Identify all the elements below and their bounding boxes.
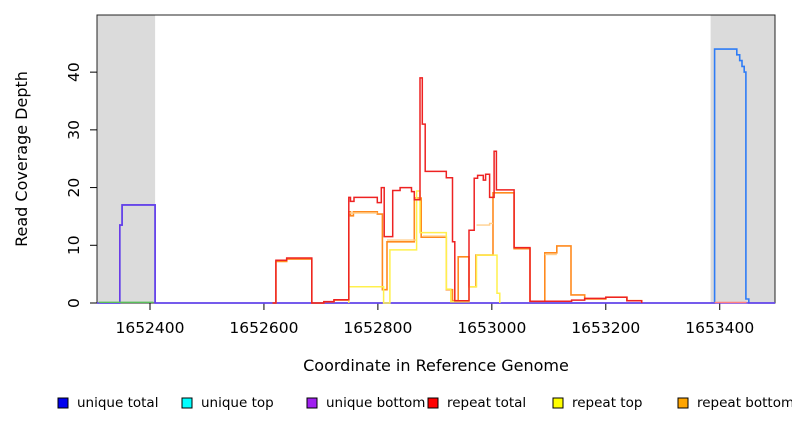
series-unique-bottom	[97, 204, 775, 304]
legend-swatch-unique-bottom	[306, 397, 318, 409]
legend-swatch-unique-total	[57, 397, 69, 409]
legend-swatch-repeat-bottom	[677, 397, 689, 409]
series-repeat-total	[272, 77, 643, 304]
y-tick-label: 30	[65, 120, 83, 140]
legend-label-repeat-top: repeat top	[572, 395, 642, 411]
x-tick-label: 1653000	[457, 319, 526, 337]
y-tick-label: 20	[65, 178, 83, 198]
right-gray-band	[710, 15, 775, 303]
x-axis-title: Coordinate in Reference Genome	[303, 356, 569, 375]
x-tick-label: 1652800	[343, 319, 412, 337]
legend-label-unique-top: unique top	[201, 395, 274, 411]
series-repeat-bottom-light	[476, 222, 493, 226]
x-tick-label: 1652400	[115, 319, 184, 337]
y-axis-title: Read Coverage Depth	[12, 71, 31, 247]
legend-swatch-unique-top	[181, 397, 193, 409]
x-tick-label: 1652600	[229, 319, 298, 337]
y-tick-label: 40	[65, 62, 83, 82]
series-unique-total	[97, 48, 775, 304]
legend-label-repeat-bottom: repeat bottom	[697, 395, 792, 411]
legend-label-unique-bottom: unique bottom	[326, 395, 425, 411]
legend-label-repeat-total: repeat total	[447, 395, 526, 411]
x-tick-label: 1653200	[571, 319, 640, 337]
plot-frame	[96, 14, 776, 304]
legend-swatch-repeat-top	[552, 397, 564, 409]
left-gray-band	[97, 15, 156, 303]
legend-swatch-repeat-total	[427, 397, 439, 409]
series-repeat-top	[348, 190, 501, 304]
x-tick-label: 1653400	[685, 319, 754, 337]
y-tick-label: 0	[65, 298, 83, 308]
series-repeat-bottom	[272, 192, 643, 304]
legend-label-unique-total: unique total	[77, 395, 158, 411]
y-tick-label: 10	[65, 235, 83, 255]
